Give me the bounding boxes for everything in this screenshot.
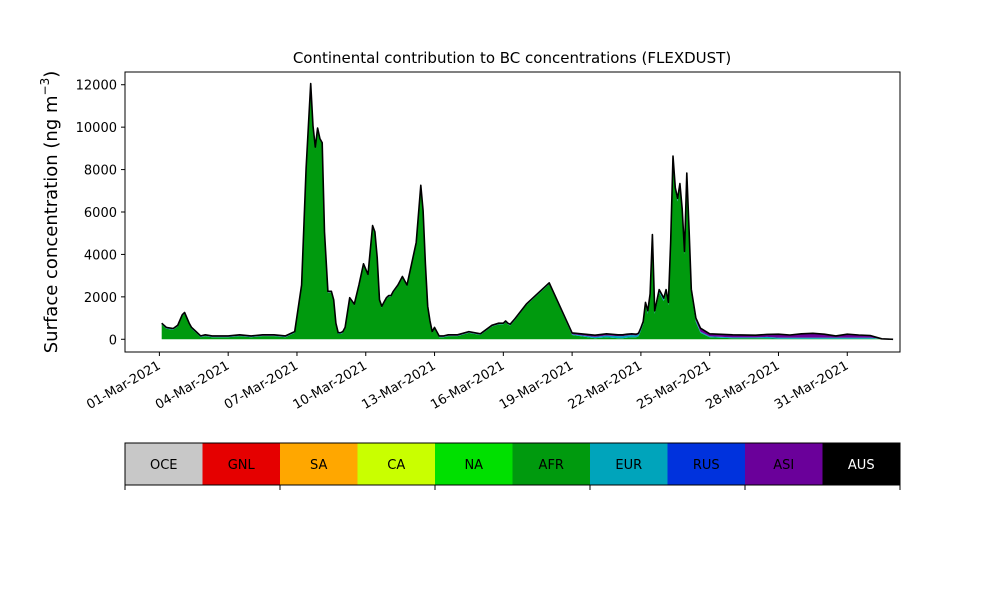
colorbar-label: SA	[310, 458, 327, 473]
y-tick-label: 0	[109, 333, 117, 348]
x-axis: 01-Mar-202104-Mar-202107-Mar-202110-Mar-…	[84, 352, 851, 413]
colorbar-segment-asi	[745, 443, 823, 485]
y-axis-label-superscript: −3	[38, 78, 52, 96]
colorbar-label: AUS	[848, 458, 875, 473]
colorbar-segment-aus	[822, 443, 901, 485]
x-tick-label: 28-Mar-2021	[703, 358, 782, 412]
colorbar-label: ASI	[773, 458, 794, 473]
y-tick-label: 12000	[76, 79, 117, 94]
x-tick-label: 25-Mar-2021	[635, 358, 714, 412]
y-tick-label: 4000	[84, 248, 117, 263]
colorbar-segment-ca	[357, 443, 436, 485]
x-tick-label: 04-Mar-2021	[153, 358, 232, 412]
total-outline-layer	[161, 82, 894, 341]
colorbar-label: EUR	[615, 458, 642, 473]
plot-area	[124, 71, 901, 353]
colorbar-label: AFR	[539, 458, 564, 473]
colorbar-label: RUS	[693, 458, 720, 473]
stacked-series-layer	[161, 83, 894, 340]
colorbar-frame	[124, 442, 901, 486]
colorbar-segment-sa	[280, 443, 358, 485]
colorbar-label: OCE	[150, 458, 178, 473]
x-tick-label: 10-Mar-2021	[291, 358, 370, 412]
colorbar-segment-oce	[125, 443, 203, 485]
x-tick-label: 31-Mar-2021	[772, 358, 851, 412]
y-axis-label-main: Surface concentration (ng m	[41, 95, 62, 353]
total-outline-line	[161, 82, 894, 341]
y-tick-label: 8000	[84, 164, 117, 179]
area-series-asi	[161, 83, 894, 340]
y-axis: 0 2000 4000 6000 8000 10000 12000	[76, 79, 125, 348]
colorbar-segment-afr	[512, 443, 591, 485]
colorbar-segment-rus	[667, 443, 746, 485]
y-tick-label: 6000	[84, 206, 117, 221]
axes-frame	[124, 71, 901, 353]
y-axis-label: Surface concentration (ng m−3)	[38, 71, 62, 354]
chart-title: Continental contribution to BC concentra…	[293, 49, 731, 67]
x-tick-label: 22-Mar-2021	[566, 358, 645, 412]
y-tick-label: 10000	[76, 121, 117, 136]
x-tick-label: 19-Mar-2021	[497, 358, 576, 412]
region-colorbar: OCE GNL SA CA NA AFR EUR RUS ASI AUS	[124, 442, 901, 490]
y-axis-label-end: )	[41, 71, 62, 78]
x-tick-label: 01-Mar-2021	[84, 358, 163, 412]
x-tick-label: 13-Mar-2021	[359, 358, 438, 412]
colorbar-segment-gnl	[202, 443, 281, 485]
x-tick-label: 16-Mar-2021	[428, 358, 507, 412]
x-tick-label: 07-Mar-2021	[222, 358, 301, 412]
colorbar-label: NA	[464, 458, 483, 473]
area-series-afr	[161, 84, 894, 340]
colorbar-label: GNL	[228, 458, 256, 473]
y-tick-label: 2000	[84, 291, 117, 306]
area-series-eur	[161, 84, 894, 340]
colorbar-segment-eur	[590, 443, 668, 485]
colorbar-label: CA	[387, 458, 405, 473]
colorbar-segment-na	[435, 443, 513, 485]
